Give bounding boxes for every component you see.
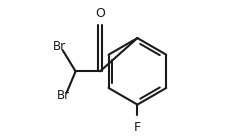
Text: Br: Br: [57, 89, 70, 102]
Text: Br: Br: [53, 40, 66, 53]
Text: O: O: [95, 7, 105, 20]
Text: F: F: [133, 121, 140, 134]
